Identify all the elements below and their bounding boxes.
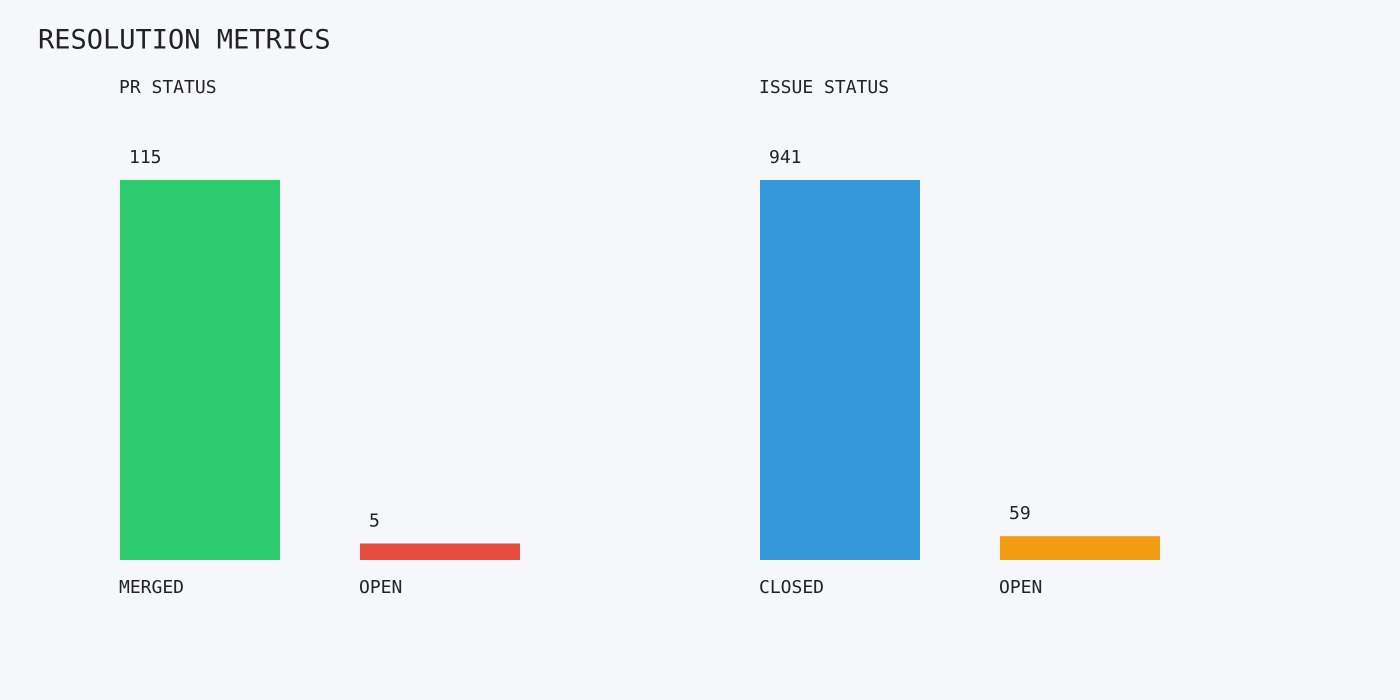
bar xyxy=(760,180,920,560)
category-label: OPEN xyxy=(359,577,402,598)
category-label: CLOSED xyxy=(759,577,824,598)
category-label: MERGED xyxy=(119,577,184,598)
page-title: RESOLUTION METRICS xyxy=(38,25,331,56)
value-label: 941 xyxy=(769,147,802,168)
chart-title: ISSUE STATUS xyxy=(759,77,889,98)
value-label: 59 xyxy=(1009,503,1031,524)
chart-title: PR STATUS xyxy=(119,77,217,98)
bar xyxy=(360,543,520,560)
bar xyxy=(1000,536,1160,560)
value-label: 5 xyxy=(369,510,380,531)
value-label: 115 xyxy=(129,147,162,168)
category-label: OPEN xyxy=(999,577,1042,598)
bar xyxy=(120,180,280,560)
